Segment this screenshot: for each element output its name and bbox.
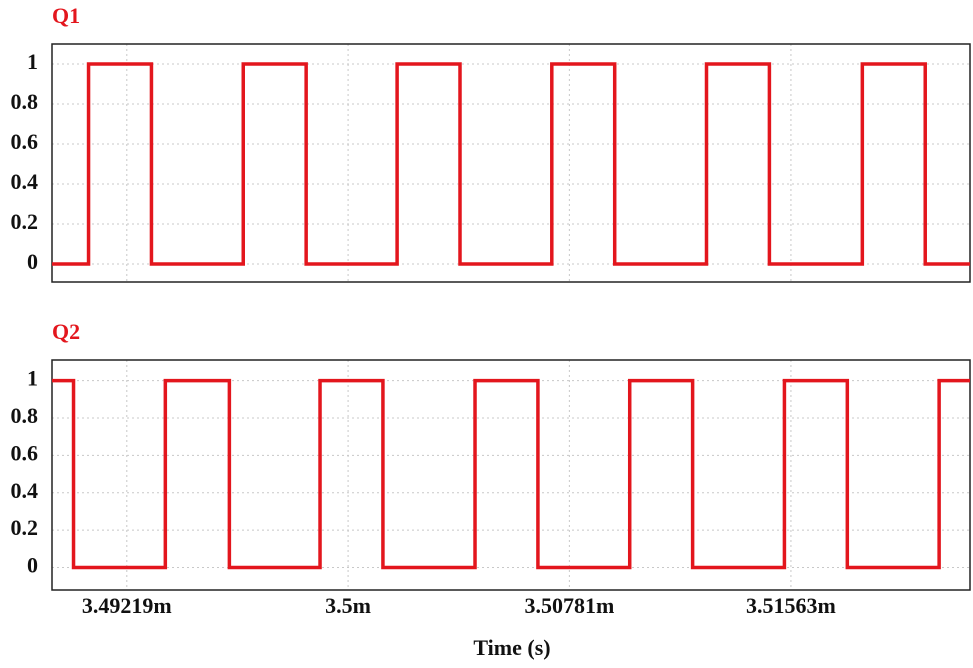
x-tick-label: 3.51563m xyxy=(746,593,836,618)
plot-frame xyxy=(51,359,971,591)
y-tick-label: 0 xyxy=(27,249,38,274)
x-tick-label: 3.49219m xyxy=(82,593,172,618)
signal-line xyxy=(52,378,970,570)
y-tick-label: 0.4 xyxy=(11,169,39,194)
y-tick-label: 1 xyxy=(27,366,38,391)
plot-frame xyxy=(51,43,971,283)
y-tick-label: 0.8 xyxy=(11,403,39,428)
x-axis-label: Time (s) xyxy=(473,635,550,660)
y-tick-label: 0.4 xyxy=(11,478,39,503)
y-tick-label: 0.6 xyxy=(11,440,39,465)
y-tick-label: 0.2 xyxy=(11,515,39,540)
y-tick-label: 0 xyxy=(27,553,38,578)
y-tick-label: 0.8 xyxy=(11,89,39,114)
chart-title: Q2 xyxy=(52,319,80,344)
y-tick-label: 1 xyxy=(27,49,38,74)
y-tick-label: 0.6 xyxy=(11,129,39,154)
x-tick-label: 3.5m xyxy=(325,593,371,618)
signal-line xyxy=(52,62,970,266)
x-tick-label: 3.50781m xyxy=(524,593,614,618)
y-tick-label: 0.2 xyxy=(11,209,39,234)
chart-title: Q1 xyxy=(52,3,80,28)
